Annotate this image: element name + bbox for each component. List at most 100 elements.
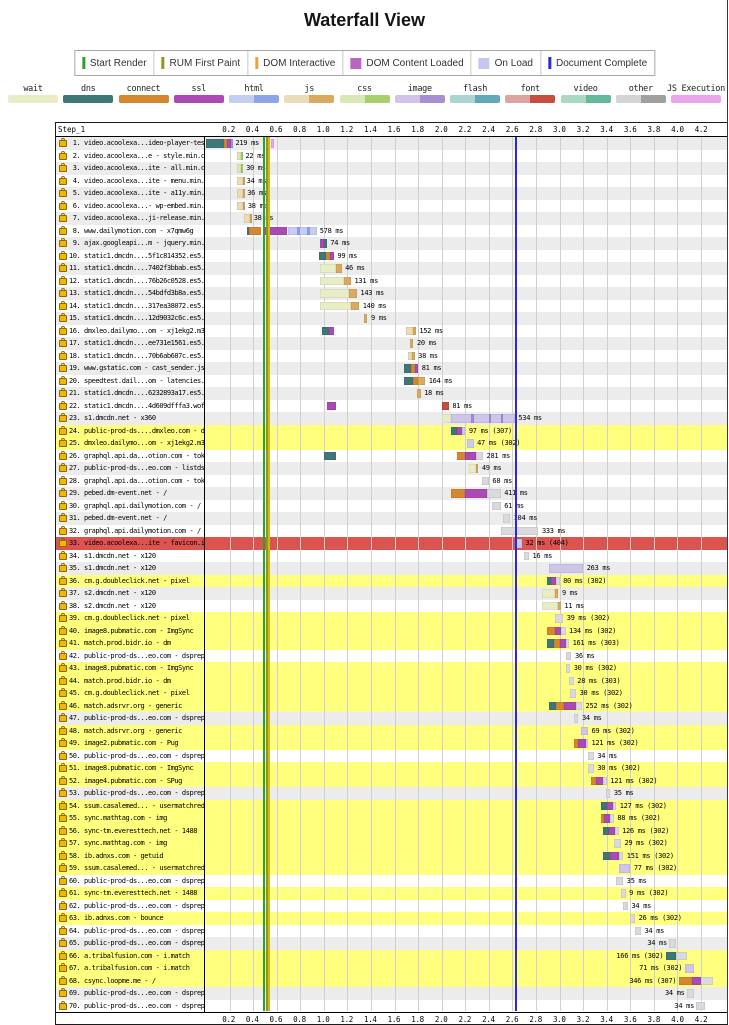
request-row[interactable]: 23. s1.dmcdn.net - x360 534 ms [56, 412, 727, 425]
request-row[interactable]: 35. s1.dmcdn.net - x120 263 ms [56, 562, 727, 575]
request-row[interactable]: 58. ib.adnxs.com - getuid 151 ms (302) [56, 849, 727, 862]
request-row[interactable]: 46. match.adsrvr.org - generic 252 ms (30… [56, 699, 727, 712]
request-row[interactable]: 10. static1.dmcdn....5f1c814352.es5.js 99… [56, 249, 727, 262]
request-row[interactable]: 60. public-prod-ds...eo.com - dspreply 35… [56, 874, 727, 887]
request-row[interactable]: 42. public-prod-ds...eo.com - dspreply 36… [56, 649, 727, 662]
request-row[interactable]: 34. s1.dmcdn.net - x120 16 ms [56, 549, 727, 562]
request-row[interactable]: 33. video.acoolexa...ite - favicon.ico 32… [56, 537, 727, 550]
request-row[interactable]: 32. graphql.api.dailymotion.com - / 333 m… [56, 524, 727, 537]
request-row[interactable]: 21. static1.dmcdn....6232893a17.es5.js 18… [56, 387, 727, 400]
request-timeline-cell: 18 ms [206, 387, 727, 400]
request-row[interactable]: 45. cm.g.doubleclick.net - pixel 30 ms (3… [56, 687, 727, 700]
request-row[interactable]: 65. public-prod-ds...eo.com - dspreply 34… [56, 937, 727, 950]
request-row[interactable]: 52. image4.pubmatic.com - SPug 121 ms (30… [56, 774, 727, 787]
request-label: 1. video.acoolexa...ideo-player-test/ [69, 139, 205, 148]
request-row[interactable]: 66. a.tribalfusion.com - i.match 166 ms (… [56, 949, 727, 962]
request-bar-segment-ssl [227, 139, 231, 148]
request-row[interactable]: 67. a.tribalfusion.com - i.match 71 ms (3… [56, 962, 727, 975]
request-bar-segment-dns [321, 326, 329, 335]
request-row[interactable]: 56. sync-tm.everesttech.net - 1488 126 ms… [56, 824, 727, 837]
lock-icon [59, 713, 67, 723]
request-row[interactable]: 30. graphql.api.dailymotion.com - / 61 ms [56, 499, 727, 512]
request-row[interactable]: 15. static1.dmcdn....12d9032c6c.es5.js 9 … [56, 312, 727, 325]
request-label: 70. public-prod-ds...eo.com - dspreply [69, 1001, 205, 1010]
request-row[interactable]: 2. video.acoolexa...e - style.min.css 22 … [56, 149, 727, 162]
request-row[interactable]: 43. image8.pubmatic.com - ImgSync 30 ms (… [56, 662, 727, 675]
request-bar-segment-dns [451, 426, 458, 435]
request-row[interactable]: 40. image8.pubmatic.com - ImgSync 134 ms … [56, 624, 727, 637]
request-row[interactable]: 59. ssum.casalemed... - usermatchredir 77… [56, 862, 727, 875]
request-row[interactable]: 8. www.dailymotion.com - x7qmw6g 578 ms [56, 224, 727, 237]
request-row[interactable]: 68. csync.loopme.me - / 346 ms (307) [56, 974, 727, 987]
request-row[interactable]: 41. match.prod.bidr.io - dm 161 ms (303) [56, 637, 727, 650]
request-row[interactable]: 70. public-prod-ds...eo.com - dspreply 34… [56, 999, 727, 1012]
request-row[interactable]: 53. public-prod-ds...eo.com - dspreply 35… [56, 787, 727, 800]
request-row[interactable]: 51. image8.pubmatic.com - ImgSync 30 ms (… [56, 762, 727, 775]
request-row[interactable]: 14. static1.dmcdn....317ea38072.es5.js 14… [56, 299, 727, 312]
lock-icon [59, 488, 67, 498]
lock-icon [59, 150, 67, 160]
request-time-label: 134 ms (302) [569, 626, 617, 635]
request-row[interactable]: 49. image2.pubmatic.com - Pug 121 ms (302… [56, 737, 727, 750]
request-row[interactable]: 69. public-prod-ds...eo.com - dspreply 34… [56, 987, 727, 1000]
request-timeline-cell: 38 ms [206, 212, 727, 225]
request-row[interactable]: 19. www.gstatic.com - cast_sender.js 81 m… [56, 362, 727, 375]
request-row[interactable]: 7. video.acoolexa...ji-release.min.js 38 … [56, 212, 727, 225]
request-row[interactable]: 50. public-prod-ds...eo.com - dspreply 34… [56, 749, 727, 763]
request-row[interactable]: 28. graphql.api.da...otion.com - token 68… [56, 474, 727, 487]
request-row[interactable]: 3. video.acoolexa...ite - all.min.css 30 … [56, 162, 727, 175]
request-row[interactable]: 4. video.acoolexa...ite - menu.min.js 34 … [56, 174, 727, 188]
request-row[interactable]: 39. cm.g.doubleclick.net - pixel 39 ms (3… [56, 612, 727, 625]
request-bar-segment-connect [556, 701, 565, 710]
request-row[interactable]: 9. ajax.googleapi...m - jquery.min.js 74 … [56, 237, 727, 250]
request-row[interactable]: 12. static1.dmcdn....76b26c0528.es5.js 13… [56, 274, 727, 287]
request-row[interactable]: 55. sync.mathtag.com - img 88 ms (302) [56, 812, 727, 825]
request-row[interactable]: 44. match.prod.bidr.io - dm 28 ms (303) [56, 674, 727, 687]
request-row[interactable]: 36. cm.g.doubleclick.net - pixel 80 ms (3… [56, 574, 727, 587]
request-row[interactable]: 47. public-prod-ds...eo.com - dspreply 34… [56, 712, 727, 725]
axis-tick-label: 1.0 [316, 125, 330, 134]
request-row[interactable]: 20. speedtest.dail...om - latencies.js 16… [56, 374, 727, 387]
request-row[interactable]: 27. public-prod-ds...eo.com - listdsps 49… [56, 462, 727, 475]
request-timeline-cell: 34 ms [206, 175, 727, 188]
time-axis-top-ticks: 0.2 0.4 0.6 0.8 1.0 1.2 1.4 1.6 1.8 2.0 2.2 2.4 2.6 2… [205, 123, 727, 136]
request-time-label: 9 ms [371, 314, 387, 322]
request-row[interactable]: 61. sync-tm.everesttech.net - 1488 9 ms (… [56, 887, 727, 900]
request-row[interactable]: 64. public-prod-ds...eo.com - dspreply 34… [56, 924, 727, 937]
request-label-cell: 65. public-prod-ds...eo.com - dspreply [56, 937, 205, 950]
request-row[interactable]: 37. s2.dmcdn.net - x120 9 ms [56, 587, 727, 600]
request-row[interactable]: 22. static1.dmcdn....4d609dfffa3.woff2 81… [56, 399, 727, 412]
request-row[interactable]: 31. pebed.dm-event.net - / 104 ms [56, 512, 727, 525]
request-time-label: 47 ms (302) [477, 439, 521, 447]
request-row[interactable]: 11. static1.dmcdn....7402f3bbab.es5.js 46… [56, 262, 727, 275]
request-row[interactable]: 38. s2.dmcdn.net - x120 11 ms [56, 599, 727, 612]
request-row[interactable]: 6. video.acoolexa...- wp-embed.min.js 38 … [56, 199, 727, 212]
request-bar-segment-img_d [471, 414, 474, 423]
request-bar-segment-other_l [585, 739, 588, 748]
request-row[interactable]: 25. dmxleo.dailymo...om - xj1ekg2.m3u8 47… [56, 437, 727, 450]
milestone-legend-item: RUM First Paint [153, 51, 248, 75]
request-row[interactable]: 57. sync.mathtag.com - img 29 ms (302) [56, 837, 727, 850]
request-timeline-cell: 32 ms (404) [206, 537, 727, 550]
request-row[interactable]: 54. ssum.casalemed... - usermatchredir 12… [56, 799, 727, 812]
request-row[interactable]: 29. pebed.dm-event.net - / 411 ms [56, 487, 727, 500]
request-row[interactable]: 26. graphql.api.da...otion.com - token 28… [56, 449, 727, 462]
request-row[interactable]: 48. match.adsrvr.org - generic 69 ms (302… [56, 724, 727, 737]
request-timeline-cell: 38 ms [206, 350, 727, 363]
request-timeline-cell: 34 ms [206, 750, 727, 763]
request-row[interactable]: 5. video.acoolexa...ite - a11y.min.js 36 … [56, 187, 727, 200]
request-bar-segment-dns [404, 364, 412, 373]
request-row[interactable]: 18. static1.dmcdn....70b6ab607c.es5.js 38… [56, 349, 727, 363]
request-row[interactable]: 1. video.acoolexa...ideo-player-test/219… [56, 137, 727, 150]
request-row[interactable]: 17. static1.dmcdn....ee731e1561.es5.js 20… [56, 337, 727, 350]
request-row[interactable]: 13. static1.dmcdn....54bdfd3b8a.es5.js 14… [56, 287, 727, 300]
request-row[interactable]: 63. ib.adnxs.com - bounce 26 ms (302) [56, 912, 727, 925]
axis-tick-label: 2.4 [482, 125, 495, 134]
lock-icon [59, 700, 67, 710]
time-axis-bottom-ticks: 0.2 0.4 0.6 0.8 1.0 1.2 1.4 1.6 1.8 2.0 2.2 2.4 2.6 2… [205, 1013, 727, 1024]
request-row[interactable]: 62. public-prod-ds...eo.com - dspreply 34… [56, 899, 727, 912]
request-row[interactable]: 24. public-prod-ds....dmxleo.com - dmx 97… [56, 424, 727, 437]
request-bar-segment-js_l [236, 189, 243, 198]
request-bar-segment-dns [323, 239, 327, 248]
request-row[interactable]: 16. dmxleo.dailymo...om - xj1ekg2.m3u8 15… [56, 324, 727, 337]
